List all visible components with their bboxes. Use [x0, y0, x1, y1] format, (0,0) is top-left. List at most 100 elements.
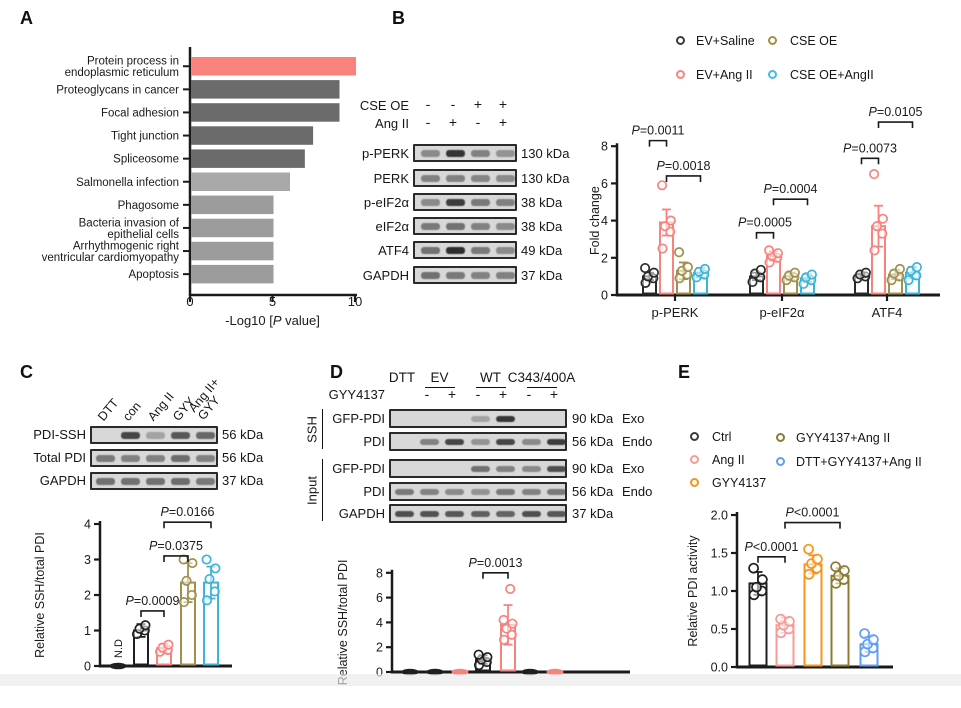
significance-bracket	[755, 231, 775, 239]
protein-band	[444, 510, 464, 517]
protein-band	[495, 415, 515, 422]
category-label: Bacteria invasion of epithelial cells	[79, 217, 180, 241]
data-point	[764, 245, 775, 256]
data-point	[772, 248, 783, 259]
zero-marker	[426, 668, 444, 676]
fraction-tag: Endo	[622, 484, 653, 499]
legend-label: GYY4137	[712, 476, 767, 490]
protein-band	[394, 488, 414, 495]
data-point	[659, 221, 671, 232]
x-tick-label: 0	[186, 294, 193, 309]
y-axis-title: Relative SSH/total PDI	[336, 560, 350, 686]
protein-band	[120, 432, 140, 439]
protein-band	[470, 488, 490, 495]
y-tick-label: 1.0	[711, 585, 728, 599]
data-point	[505, 583, 516, 594]
header-group-label: C343/400A	[507, 370, 576, 385]
panel-d-western-blot: DTT EV WT C343/400A GYY4137 - + - + - + SSH GFP-PDI 9…	[300, 360, 660, 532]
pathway-bar	[191, 241, 274, 261]
data-point	[830, 561, 841, 573]
protein-band	[170, 455, 190, 462]
data-point	[911, 262, 922, 273]
data-point	[803, 568, 815, 580]
x-axis-title: -Log10 [P value]	[225, 313, 320, 328]
y-tick-label: 6	[601, 177, 608, 191]
x-tick-label: 5	[269, 294, 276, 309]
protein-band	[95, 455, 115, 462]
protein-band	[470, 223, 490, 230]
p-value-label: P=0.0073	[843, 141, 897, 155]
data-point	[181, 575, 192, 586]
blot-box	[413, 144, 517, 162]
kda-label: 56 kDa	[572, 434, 614, 449]
condition-mark: +	[448, 114, 458, 130]
data-point	[657, 243, 668, 254]
protein-band	[495, 272, 515, 279]
protein-band	[195, 455, 215, 462]
protein-band	[546, 510, 566, 517]
p-value-label: P=0.0166	[161, 505, 215, 519]
y-tick-label: 0	[84, 660, 91, 674]
section-bracket	[322, 409, 323, 449]
data-point	[648, 267, 659, 278]
data-point	[877, 228, 888, 239]
kda-label: 37 kDa	[521, 268, 563, 283]
data-point	[869, 169, 880, 180]
kda-label: 56 kDa	[222, 427, 264, 442]
blot-row-label: GFP-PDI	[332, 411, 385, 426]
panel-c-label: C	[20, 362, 33, 382]
category-label: Tight junction	[111, 131, 179, 143]
lane-label: DTT	[95, 396, 122, 424]
p-value-label: P=0.0005	[738, 216, 792, 230]
pathway-bar	[191, 172, 290, 191]
data-point	[204, 573, 215, 585]
significance-bracket	[482, 572, 509, 579]
category-label: Protein process in endoplasmic reticulum	[65, 56, 179, 80]
y-tick-label: 1	[84, 624, 91, 638]
panel-d-label: D	[330, 362, 343, 382]
protein-band	[495, 438, 515, 445]
data-point	[747, 276, 758, 288]
legend-swatch	[768, 70, 777, 79]
kda-label: 37 kDa	[222, 473, 264, 488]
lane-label: Ang II	[145, 389, 177, 424]
data-point	[868, 634, 879, 645]
significance-bracket	[140, 610, 165, 617]
protein-band	[120, 455, 140, 462]
p-value-label: P=0.0013	[469, 556, 523, 570]
category-label: Salmonella infection	[76, 177, 179, 189]
blot-box	[413, 241, 517, 259]
kda-label: 90 kDa	[572, 461, 614, 476]
protein-band	[546, 488, 566, 495]
x-tick-label: p-PERK	[652, 305, 699, 320]
protein-band	[195, 432, 215, 439]
condition-mark: -	[475, 114, 481, 130]
condition-mark: +	[498, 114, 508, 130]
y-tick-label: 0.0	[711, 661, 728, 675]
pathway-bar	[191, 264, 274, 284]
y-tick-label: 2.0	[711, 509, 728, 523]
blot-box	[389, 459, 567, 478]
protein-band	[521, 438, 541, 445]
protein-band	[420, 247, 440, 254]
panel-a-label: A	[20, 8, 33, 28]
category-label: Phagosome	[118, 200, 179, 212]
data-point	[806, 269, 817, 280]
protein-band	[445, 175, 465, 182]
blot-box	[90, 426, 218, 444]
legend-swatch	[676, 70, 685, 79]
significance-bracket	[665, 175, 702, 182]
zero-marker	[401, 668, 419, 676]
p-value-label: P=0.0009	[126, 594, 180, 608]
blot-row-label: GAPDH	[362, 268, 409, 283]
blot-box	[389, 432, 567, 451]
x-tick-label: 10	[348, 294, 362, 309]
data-point	[163, 639, 174, 650]
data-point	[812, 553, 823, 565]
protein-band	[546, 438, 566, 445]
condition-label: CSE OE	[359, 98, 409, 113]
data-point	[784, 616, 795, 627]
data-point	[699, 263, 710, 275]
condition-mark: -	[425, 96, 431, 112]
y-tick-label: 0	[376, 666, 383, 680]
